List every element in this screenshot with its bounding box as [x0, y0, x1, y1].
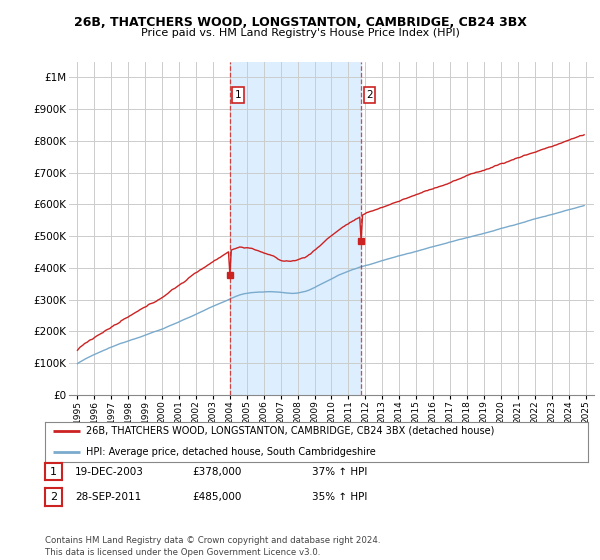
Text: 26B, THATCHERS WOOD, LONGSTANTON, CAMBRIDGE, CB24 3BX: 26B, THATCHERS WOOD, LONGSTANTON, CAMBRI…	[74, 16, 526, 29]
Text: 35% ↑ HPI: 35% ↑ HPI	[312, 492, 367, 502]
Bar	[230, 62, 361, 395]
Text: 1: 1	[235, 90, 242, 100]
Text: 19-DEC-2003: 19-DEC-2003	[75, 466, 144, 477]
Text: 2: 2	[366, 90, 373, 100]
Text: Contains HM Land Registry data © Crown copyright and database right 2024.
This d: Contains HM Land Registry data © Crown c…	[45, 536, 380, 557]
Text: 26B, THATCHERS WOOD, LONGSTANTON, CAMBRIDGE, CB24 3BX (detached house): 26B, THATCHERS WOOD, LONGSTANTON, CAMBRI…	[86, 426, 494, 436]
Text: Price paid vs. HM Land Registry's House Price Index (HPI): Price paid vs. HM Land Registry's House …	[140, 28, 460, 38]
Text: £485,000: £485,000	[192, 492, 241, 502]
Text: HPI: Average price, detached house, South Cambridgeshire: HPI: Average price, detached house, Sout…	[86, 447, 376, 457]
Text: £378,000: £378,000	[192, 466, 241, 477]
Text: 2: 2	[50, 492, 57, 502]
Text: 28-SEP-2011: 28-SEP-2011	[75, 492, 141, 502]
Text: 37% ↑ HPI: 37% ↑ HPI	[312, 466, 367, 477]
Text: 1: 1	[50, 466, 57, 477]
